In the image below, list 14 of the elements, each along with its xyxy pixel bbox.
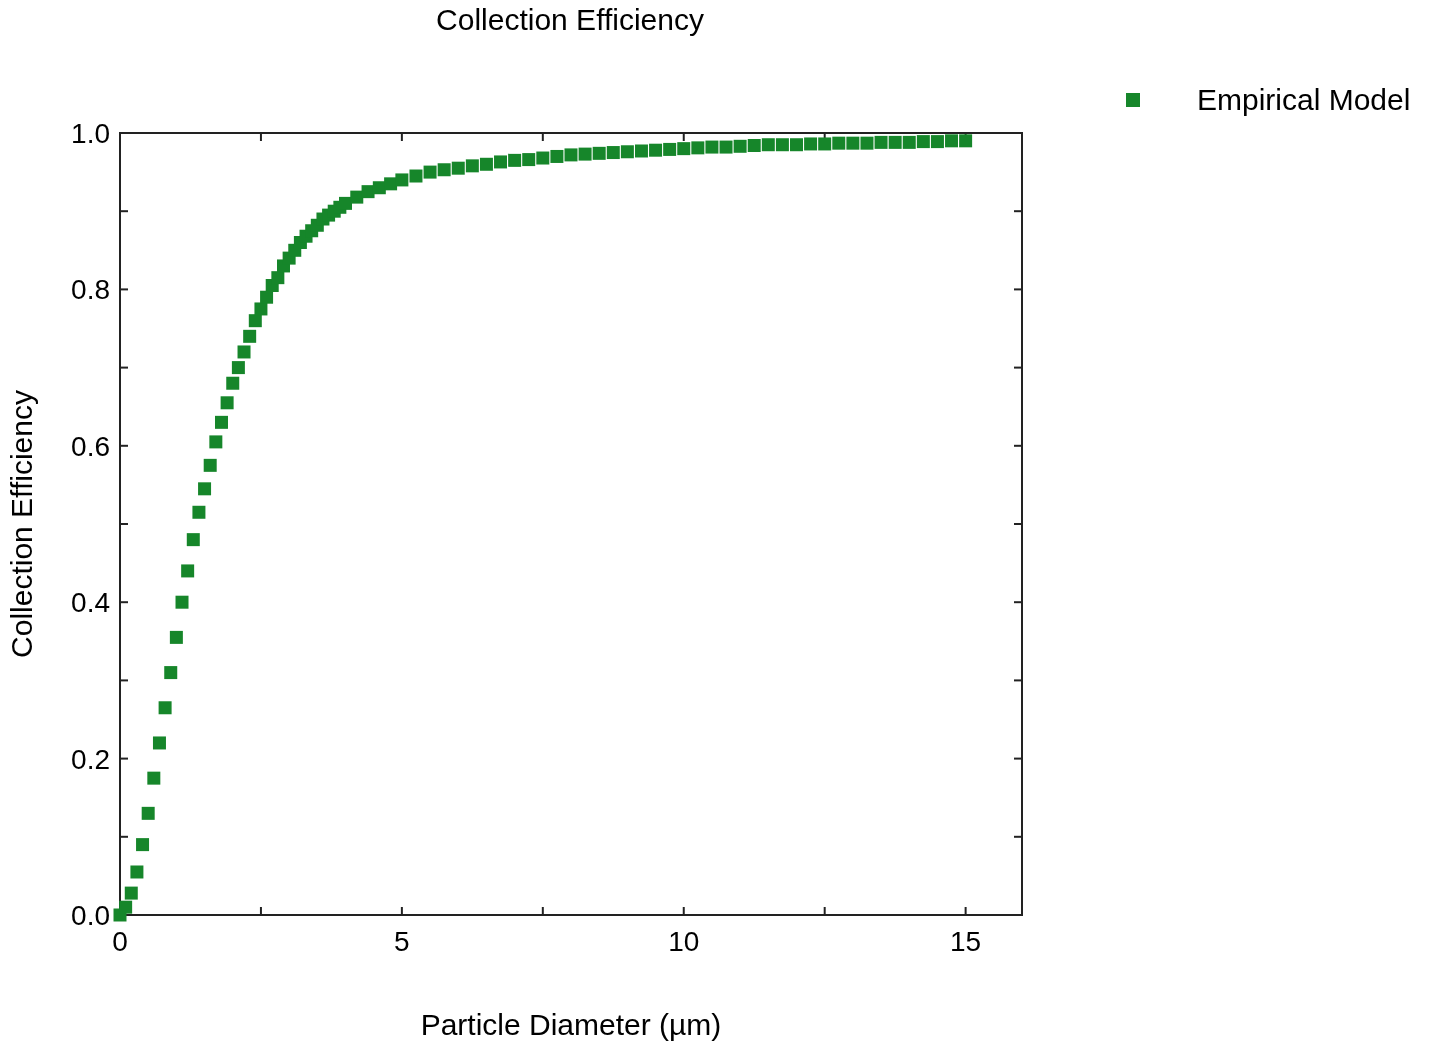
y-axis-title: Collection Efficiency xyxy=(5,390,38,658)
x-tick-label: 15 xyxy=(950,926,982,957)
y-tick-label: 0.4 xyxy=(71,587,110,619)
y-tick-label: 1.0 xyxy=(71,118,110,149)
y-tick-label: 0.0 xyxy=(71,900,110,931)
legend-label: Empirical Model xyxy=(1197,83,1411,116)
x-tick-label: 0 xyxy=(112,926,128,957)
x-axis-title: Particle Diameter (µm) xyxy=(420,1008,722,1041)
y-tick-label: 0.8 xyxy=(71,274,110,306)
y-tick-label: 0.6 xyxy=(71,430,110,462)
x-tick-label: 5 xyxy=(394,926,410,957)
x-tick-label: 10 xyxy=(668,926,700,957)
y-tick-label: 0.2 xyxy=(71,743,110,775)
chart-title: Collection Efficiency xyxy=(436,3,704,36)
